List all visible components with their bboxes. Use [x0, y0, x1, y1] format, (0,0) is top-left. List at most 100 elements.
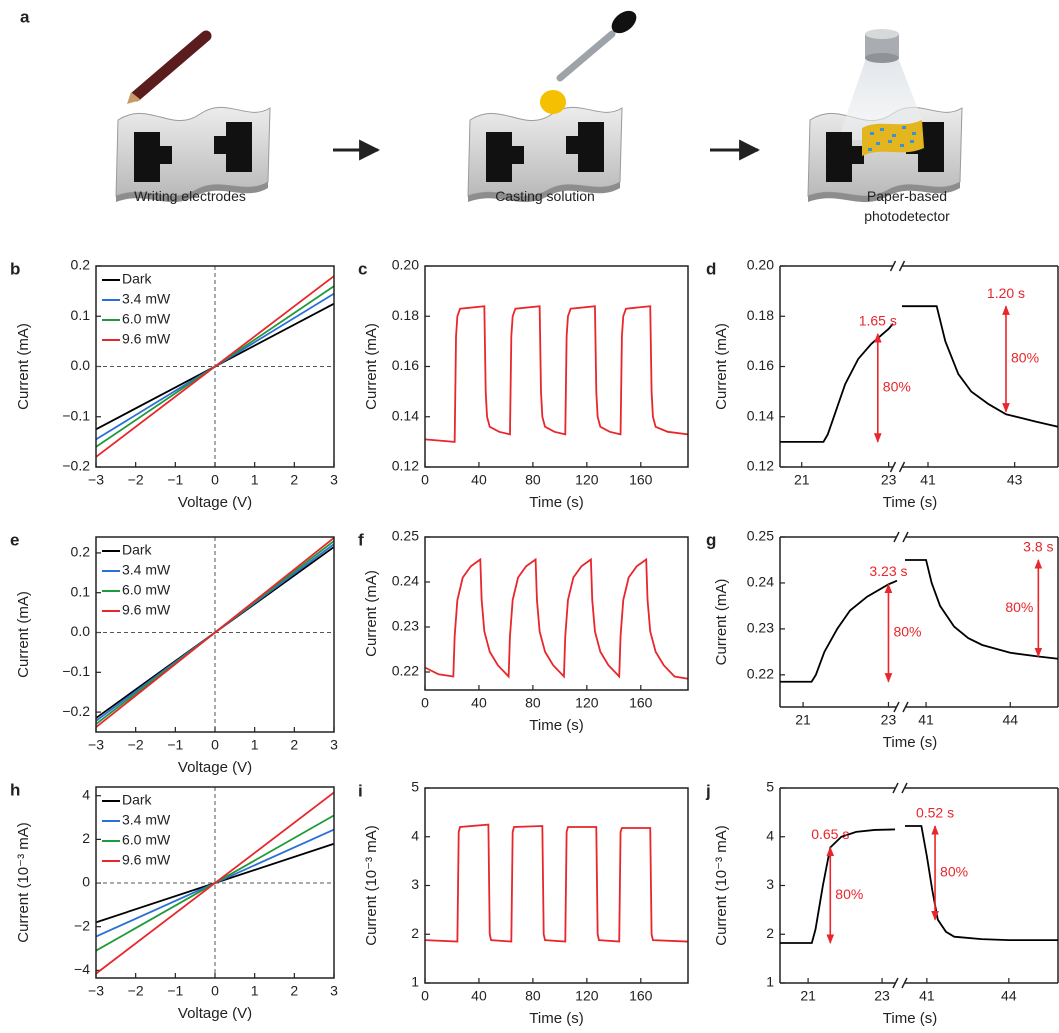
data-line [905, 825, 1058, 941]
x-tick-label: −2 [128, 983, 144, 999]
y-axis-label: Current (mA) [15, 591, 32, 678]
x-tick-label: 41 [919, 988, 935, 1004]
y-axis-label: Current (mA) [363, 570, 380, 657]
data-line [424, 557, 689, 680]
y-tick-label: 5 [766, 779, 774, 795]
legend-label: Dark [122, 792, 153, 808]
x-tick-label: 2 [290, 983, 298, 999]
axis-break [893, 701, 900, 713]
data-line [424, 823, 689, 943]
x-tick-label: 2 [290, 737, 298, 753]
y-tick-label: 0.12 [747, 458, 774, 474]
x-tick-label: 21 [794, 472, 810, 488]
x-tick-label: −2 [128, 737, 144, 753]
schematic-photodetector [807, 29, 963, 203]
x-tick-label: 120 [575, 472, 599, 488]
y-axis-label: Current (10⁻³ mA) [713, 825, 730, 945]
x-axis-label: Time (s) [529, 494, 583, 511]
y-tick-label: 0.2 [71, 544, 91, 560]
axis-break [893, 531, 900, 543]
panel-letter: e [10, 530, 19, 549]
response-percent: 80% [893, 624, 921, 640]
x-axis-label: Time (s) [883, 1010, 937, 1027]
x-tick-label: −3 [88, 472, 104, 488]
response-percent: 80% [1011, 350, 1039, 366]
y-tick-label: −0.1 [62, 663, 90, 679]
y-tick-label: 0.18 [747, 307, 774, 323]
y-tick-label: 0.16 [747, 357, 774, 373]
y-axis-label: Current (mA) [713, 323, 730, 410]
x-tick-label: 40 [471, 695, 487, 711]
legend-label: 3.4 mW [122, 291, 171, 307]
x-tick-label: 3 [330, 983, 338, 999]
panel-letter: h [10, 780, 20, 799]
y-tick-label: 2 [82, 830, 90, 846]
response-percent: 80% [940, 864, 968, 880]
y-axis-label: Current (mA) [363, 323, 380, 410]
y-tick-label: 0.25 [747, 528, 774, 544]
response-time: 3.23 s [869, 563, 907, 579]
y-tick-label: 3 [766, 876, 774, 892]
y-tick-label: −0.2 [62, 458, 90, 474]
y-tick-label: −0.1 [62, 407, 90, 423]
x-tick-label: 160 [629, 695, 653, 711]
y-tick-label: 0.20 [392, 257, 419, 273]
axis-break [901, 977, 908, 989]
y-axis-label: Current (mA) [713, 579, 730, 666]
axis-break [898, 260, 906, 272]
y-tick-label: 0.22 [392, 663, 419, 679]
x-tick-label: 40 [471, 472, 487, 488]
y-tick-label: 0.16 [392, 357, 419, 373]
x-tick-label: 3 [330, 737, 338, 753]
x-tick-label: 44 [1001, 988, 1017, 1004]
axis-break [902, 531, 909, 543]
y-tick-label: 0.0 [71, 357, 91, 373]
y-axis-label: Current (mA) [15, 323, 32, 410]
legend-label: 6.0 mW [122, 582, 171, 598]
x-tick-label: 80 [525, 695, 541, 711]
panel-letter: c [358, 259, 367, 278]
y-tick-label: 1 [766, 974, 774, 990]
panel-letter: f [358, 530, 364, 549]
y-tick-label: 0.0 [71, 623, 91, 639]
panel-letter: a [20, 7, 30, 26]
legend-label: 3.4 mW [122, 812, 171, 828]
y-tick-label: 4 [82, 786, 90, 802]
data-line [424, 305, 689, 443]
data-line [95, 791, 335, 975]
y-tick-label: 0.12 [392, 458, 419, 474]
data-line [902, 305, 1059, 428]
x-tick-label: 80 [525, 988, 541, 1004]
legend-label: 9.6 mW [122, 602, 171, 618]
legend-label: 9.6 mW [122, 852, 171, 868]
response-percent: 80% [1005, 599, 1033, 615]
x-tick-label: 120 [575, 695, 599, 711]
y-tick-label: 0.1 [71, 583, 91, 599]
x-tick-label: −3 [88, 983, 104, 999]
x-tick-label: 160 [629, 472, 653, 488]
panel-letter: i [358, 781, 363, 800]
panel-letter: g [706, 530, 716, 549]
response-time: 3.8 s [1023, 539, 1053, 555]
axis-break [889, 260, 897, 272]
x-tick-label: 23 [881, 472, 897, 488]
x-tick-label: 21 [795, 712, 811, 728]
x-tick-label: 41 [918, 712, 934, 728]
x-tick-label: 44 [1002, 712, 1018, 728]
x-tick-label: 0 [421, 988, 429, 1004]
x-tick-label: 0 [211, 737, 219, 753]
axis-break [892, 977, 899, 989]
y-tick-label: 0.20 [747, 257, 774, 273]
y-tick-label: 0.23 [392, 618, 419, 634]
y-tick-label: −0.2 [62, 703, 90, 719]
x-tick-label: 0 [421, 472, 429, 488]
y-tick-label: 0.22 [747, 666, 774, 682]
x-tick-label: −1 [167, 737, 183, 753]
legend-label: 6.0 mW [122, 832, 171, 848]
y-tick-label: 4 [766, 827, 774, 843]
x-tick-label: 1 [251, 983, 259, 999]
legend-label: 6.0 mW [122, 311, 171, 327]
y-tick-label: 0.18 [392, 307, 419, 323]
response-percent: 80% [835, 886, 863, 902]
schematic-casting [467, 10, 637, 203]
